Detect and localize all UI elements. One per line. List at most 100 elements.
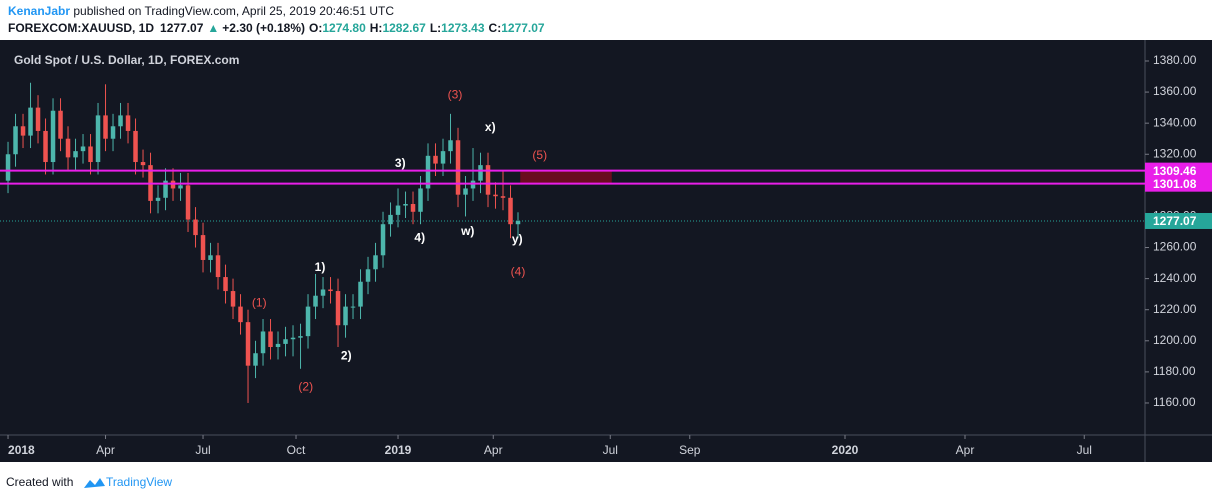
candle-body xyxy=(13,126,18,155)
candle-body xyxy=(223,277,228,292)
candle-body xyxy=(208,255,213,260)
wave-label: (2) xyxy=(298,380,313,394)
candle-body xyxy=(358,281,363,307)
candle-body xyxy=(118,115,123,127)
candle-body xyxy=(425,155,431,189)
x-tick-label: Jul xyxy=(195,443,210,457)
candle-body xyxy=(185,185,191,220)
candle-body xyxy=(20,126,26,136)
x-tick-label: 2019 xyxy=(385,443,412,457)
candle-body xyxy=(335,291,341,326)
candle-body xyxy=(103,115,108,139)
x-tick-label: Sep xyxy=(679,443,701,457)
wave-label: (4) xyxy=(511,265,526,279)
y-tick-label: 1200.00 xyxy=(1153,333,1197,347)
wave-label: (1) xyxy=(252,296,267,310)
y-tick-label: 1360.00 xyxy=(1153,84,1197,98)
candle-body xyxy=(58,110,63,139)
candle-body xyxy=(485,165,491,195)
hline-price-label-box xyxy=(1145,162,1212,179)
last-price-label: 1277.07 xyxy=(1153,214,1197,228)
footer-created: Created with xyxy=(6,475,73,489)
wave-label: y) xyxy=(512,232,523,246)
candle-body xyxy=(178,185,183,189)
candle-body xyxy=(230,291,236,307)
author: KenanJabr xyxy=(8,4,70,18)
candle-body xyxy=(448,140,453,152)
candle-body xyxy=(418,188,423,212)
candle-body xyxy=(28,107,33,136)
candle-body xyxy=(410,204,416,212)
published: published on TradingView.com, April 25, … xyxy=(70,4,394,18)
candle-body xyxy=(373,255,378,270)
candle-body xyxy=(245,322,251,366)
wave-label: 2) xyxy=(341,349,352,363)
candle-body xyxy=(43,130,48,163)
candle-body xyxy=(50,110,56,163)
candle-body xyxy=(320,289,326,296)
h-value: 1282.67 xyxy=(382,21,426,35)
candle-body xyxy=(365,269,371,282)
candle-body xyxy=(163,180,168,198)
target-zone xyxy=(520,170,612,184)
candle-body xyxy=(463,188,468,195)
candle-body xyxy=(133,130,138,163)
footer-brand: TradingView xyxy=(106,475,172,489)
chart-background xyxy=(0,40,1212,462)
candle-body xyxy=(200,235,206,260)
tradingview-logo xyxy=(84,478,105,488)
candle-body xyxy=(268,331,273,348)
candle-body xyxy=(140,162,146,166)
candle-body xyxy=(305,306,311,337)
candle-body xyxy=(508,197,513,225)
o-label: O: xyxy=(309,21,322,35)
candle-body xyxy=(395,205,401,215)
candle-body xyxy=(440,151,446,164)
x-tick-label: Apr xyxy=(96,443,115,457)
header-line-2: FOREXCOM:XAUUSD, 1D 1277.07 ▲ +2.30 (+0.18%… xyxy=(8,21,545,35)
candle-body xyxy=(88,146,93,163)
candle-body xyxy=(290,337,296,340)
l-value: 1273.43 xyxy=(441,21,485,35)
x-tick-label: 2018 xyxy=(8,443,35,457)
candle-body xyxy=(493,194,498,197)
candle-body xyxy=(403,204,408,206)
h-label: H: xyxy=(370,21,383,35)
c-label: C: xyxy=(489,21,502,35)
candle-body xyxy=(5,154,11,181)
candle-body xyxy=(238,306,243,323)
candle-body xyxy=(80,146,86,152)
y-tick-label: 1220.00 xyxy=(1153,302,1197,316)
y-tick-label: 1380.00 xyxy=(1153,53,1197,67)
candle-body xyxy=(328,289,333,292)
last-price-label-box xyxy=(1145,212,1212,229)
wave-label: 1) xyxy=(315,260,326,274)
x-tick-label: Jul xyxy=(603,443,618,457)
y-tick-label: 1240.00 xyxy=(1153,271,1197,285)
candle-body xyxy=(215,255,221,278)
candle-body xyxy=(283,339,288,344)
last-price: 1277.07 xyxy=(160,21,204,35)
candle-body xyxy=(515,220,521,225)
hline-price-label: 1301.08 xyxy=(1153,177,1197,191)
candle-body xyxy=(260,331,266,354)
y-tick-label: 1320.00 xyxy=(1153,146,1197,160)
candle-body xyxy=(73,151,78,158)
candle-body xyxy=(125,115,131,131)
symbol: FOREXCOM:XAUUSD, 1D xyxy=(8,21,154,35)
y-tick-label: 1340.00 xyxy=(1153,115,1197,129)
o-value: 1274.80 xyxy=(322,21,366,35)
wave-label: x) xyxy=(485,120,496,134)
candle-body xyxy=(275,343,281,348)
x-tick-label: Apr xyxy=(956,443,975,457)
x-tick-label: Oct xyxy=(287,443,306,457)
candle-body xyxy=(95,115,101,163)
x-tick-label: Apr xyxy=(484,443,503,457)
x-tick-label: Jul xyxy=(1077,443,1092,457)
candle-body xyxy=(65,138,71,158)
up-arrow: ▲ xyxy=(207,21,219,35)
wave-label: 4) xyxy=(414,230,425,244)
c-value: 1277.07 xyxy=(501,21,545,35)
